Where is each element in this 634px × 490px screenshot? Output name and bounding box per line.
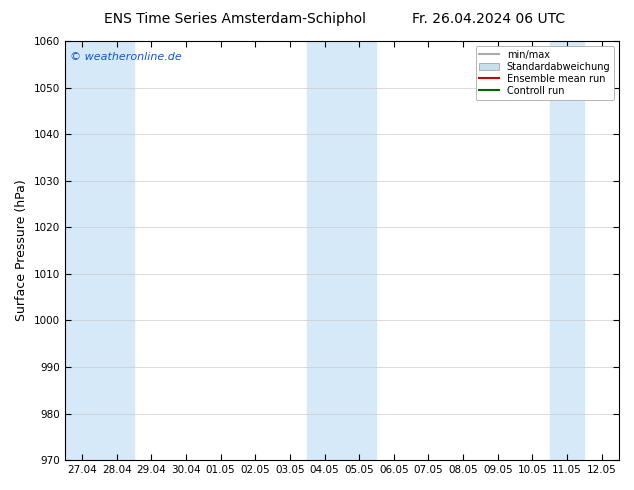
Bar (342, 41, 377, 460)
Bar (65, 41, 100, 460)
Legend: min/max, Standardabweichung, Ensemble mean run, Controll run: min/max, Standardabweichung, Ensemble me… (476, 46, 614, 99)
Y-axis label: Surface Pressure (hPa): Surface Pressure (hPa) (15, 180, 28, 321)
Bar (550, 41, 585, 460)
Text: © weatheronline.de: © weatheronline.de (70, 51, 182, 62)
Bar (307, 41, 342, 460)
Text: Fr. 26.04.2024 06 UTC: Fr. 26.04.2024 06 UTC (411, 12, 565, 26)
Bar (100, 41, 134, 460)
Text: ENS Time Series Amsterdam-Schiphol: ENS Time Series Amsterdam-Schiphol (103, 12, 366, 26)
